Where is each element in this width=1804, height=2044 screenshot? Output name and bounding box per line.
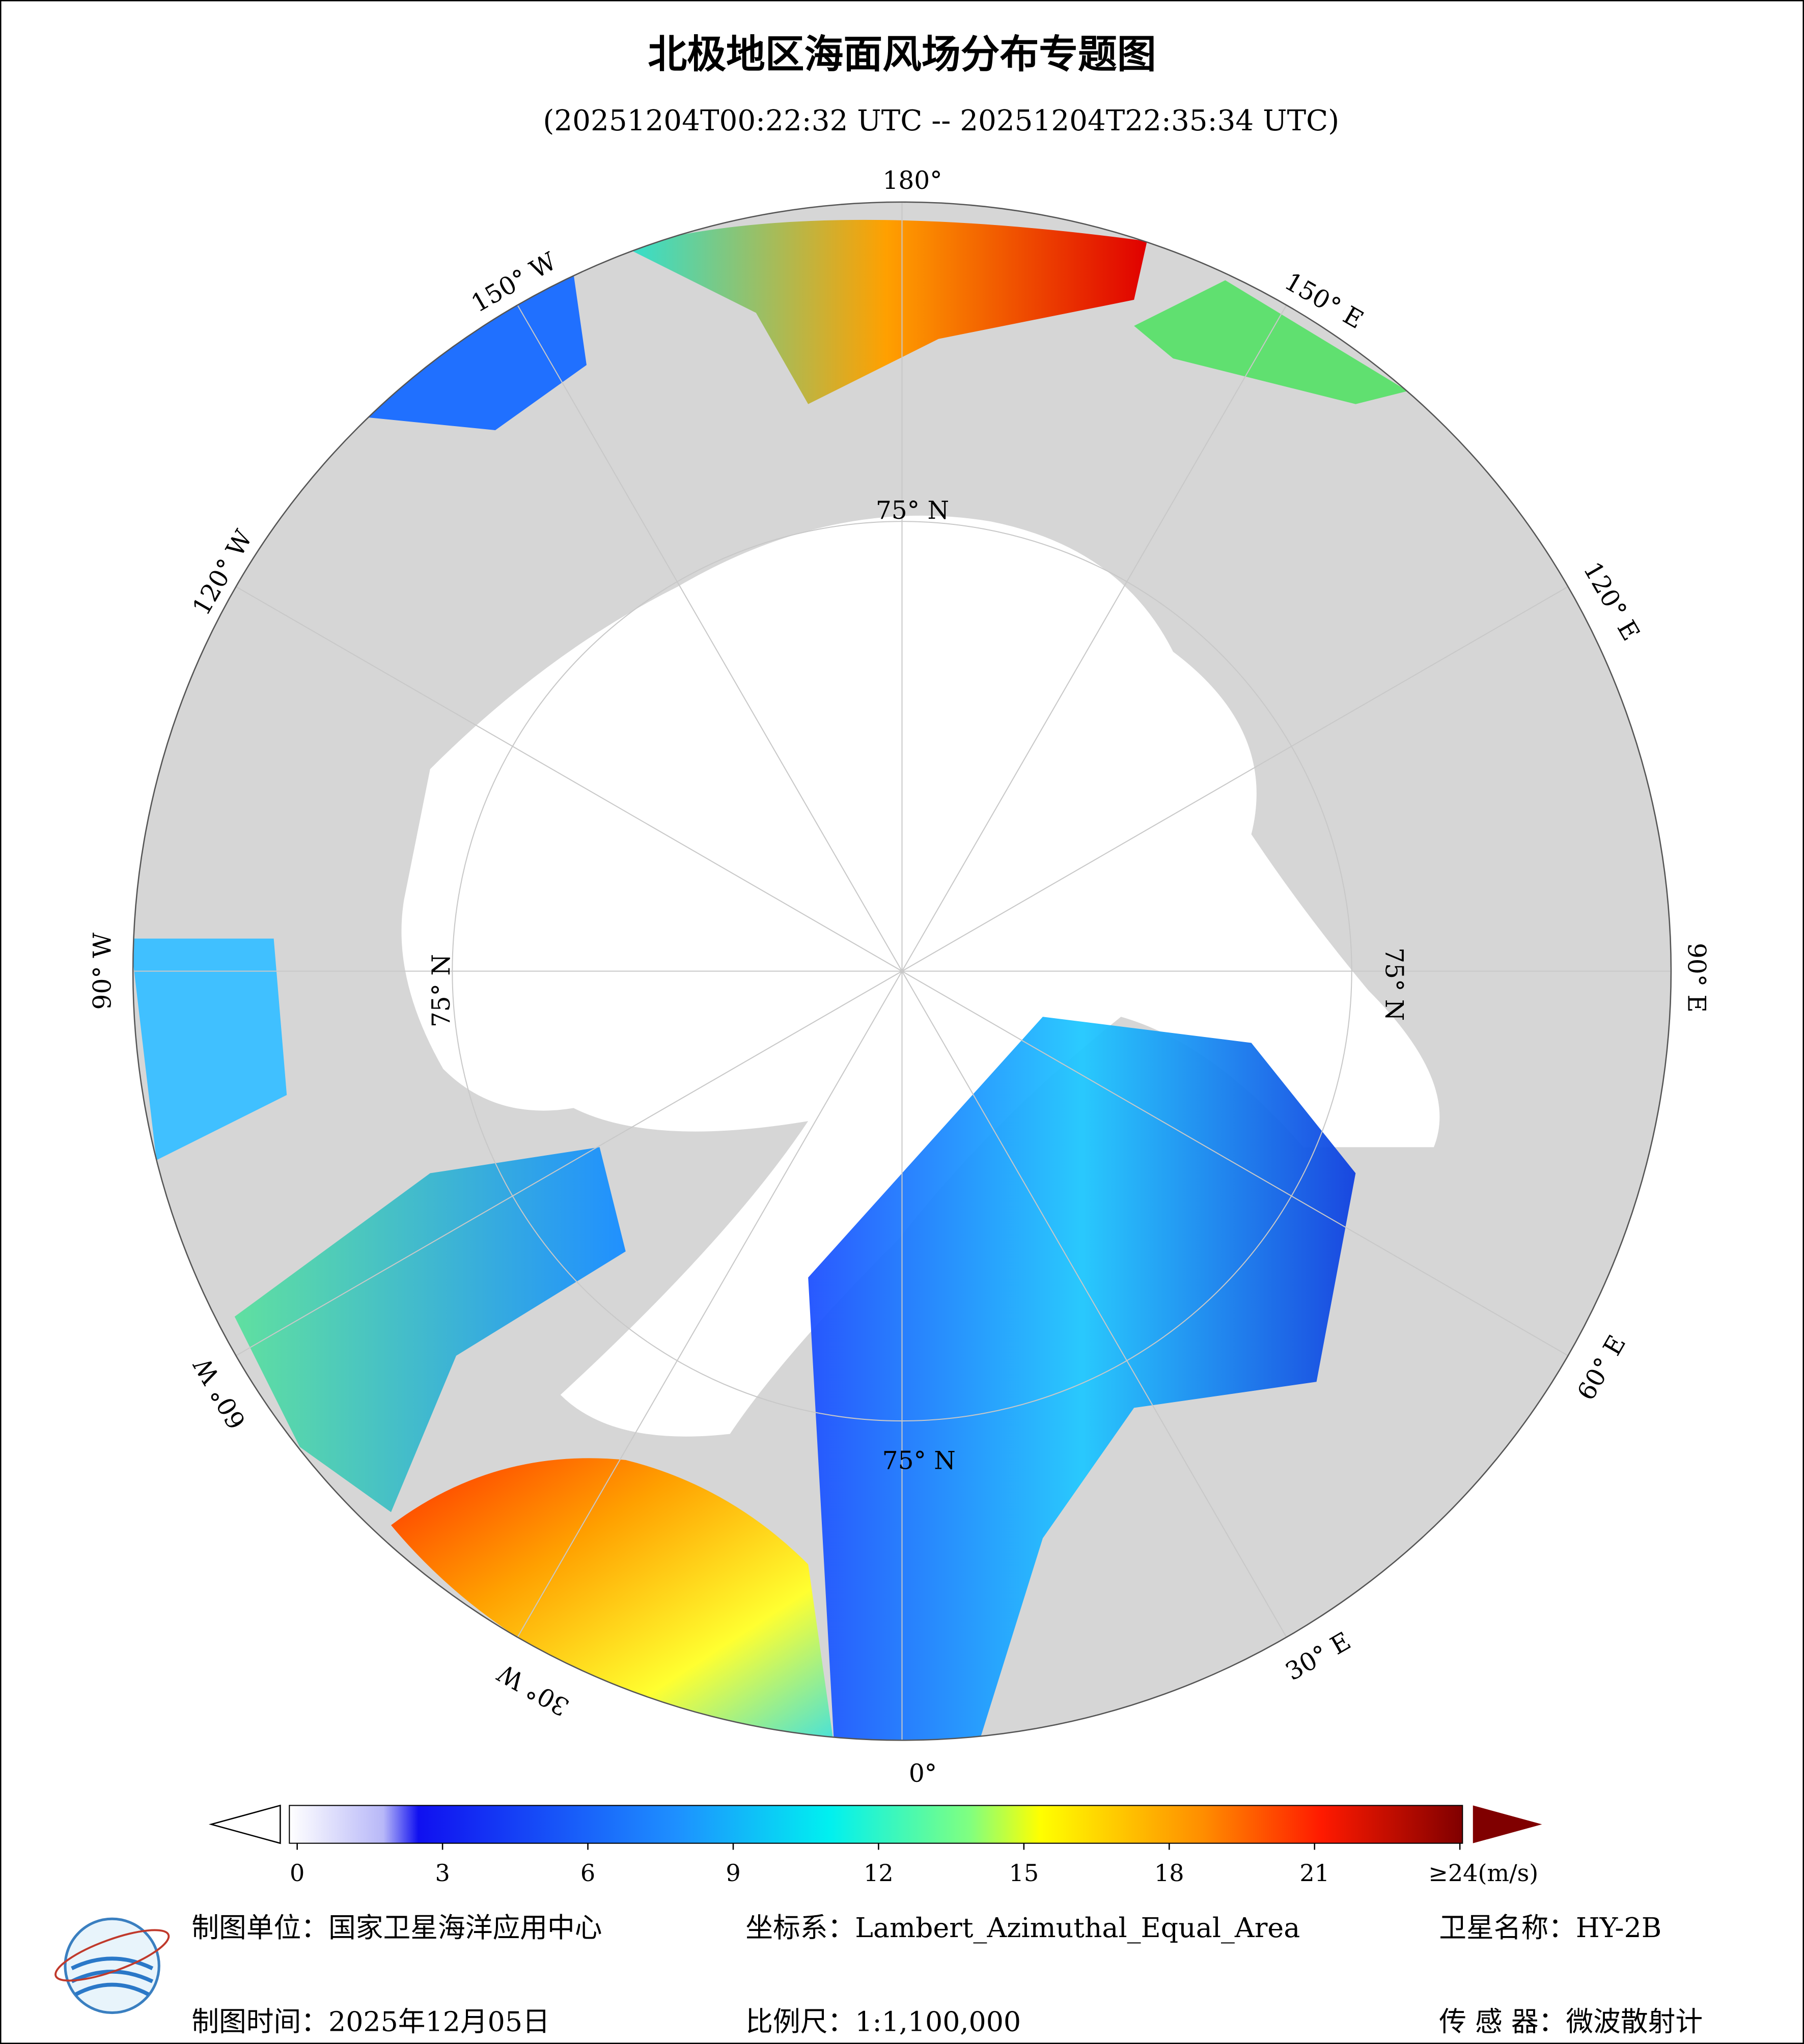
crs-label: 坐标系：Lambert_Azimuthal_Equal_Area: [745, 1912, 1300, 1944]
date-label: 制图时间：2025年12月05日: [191, 2005, 550, 2037]
wind-chukchi: [625, 219, 1147, 404]
colorbar-tick-label: 6: [580, 1859, 595, 1887]
latitude-label: 75° N: [876, 496, 949, 525]
colorbar-tick-label: ≥24(m/s): [1428, 1859, 1538, 1887]
latitude-label: 75° N: [882, 1446, 956, 1475]
sea-ice: [401, 515, 1440, 1437]
colorbar-tick-label: 18: [1154, 1859, 1184, 1887]
map-title: 北极地区海面风场分布专题图: [648, 32, 1156, 77]
latitude-label: 75° N: [427, 954, 456, 1027]
map-border: [132, 201, 1672, 1741]
map-subtitle: (20251204T00:22:32 UTC -- 20251204T22:35…: [543, 104, 1339, 137]
longitude-label: 90° W: [88, 933, 117, 1010]
colorbar-tick-label: 9: [726, 1859, 740, 1887]
colorbar-tick-label: 0: [290, 1859, 304, 1887]
wind-hudson: [133, 938, 287, 1160]
latitude-label: 75° N: [1380, 947, 1408, 1021]
colorbar-tick-label: 21: [1299, 1859, 1329, 1887]
graticule: [133, 202, 1671, 1741]
wind-bering: [365, 273, 587, 430]
colorbar-tick-label: 12: [864, 1859, 894, 1887]
colorbar-over: [1473, 1805, 1542, 1843]
unit-label: 制图单位：国家卫星海洋应用中心: [191, 1912, 602, 1944]
wind-east-siberian: [1134, 280, 1408, 404]
wind-baffin: [234, 1147, 626, 1513]
longitude-label: 180°: [882, 166, 942, 195]
scale-label: 比例尺：1:1,100,000: [745, 2005, 1021, 2037]
colorbar-tick-label: 15: [1009, 1859, 1039, 1887]
colorbar-ticks: 0 3 6 9 12 15 18 21 ≥24(m/s): [290, 1843, 1538, 1887]
satellite-label: 卫星名称：HY-2B: [1439, 1912, 1661, 1944]
map-disc: [133, 202, 1671, 1741]
logo: [54, 1917, 170, 2014]
wind-greenland-sea: [391, 1458, 835, 1741]
wind-barents: [808, 1017, 1356, 1741]
colorbar-tick-label: 3: [435, 1859, 450, 1887]
longitude-label: 90° E: [1682, 943, 1710, 1013]
colorbar-under: [208, 1804, 281, 1844]
colorbar: [289, 1805, 1463, 1844]
longitude-label: 0°: [909, 1759, 937, 1788]
sensor-label: 传 感 器：微波散射计: [1439, 2005, 1703, 2037]
